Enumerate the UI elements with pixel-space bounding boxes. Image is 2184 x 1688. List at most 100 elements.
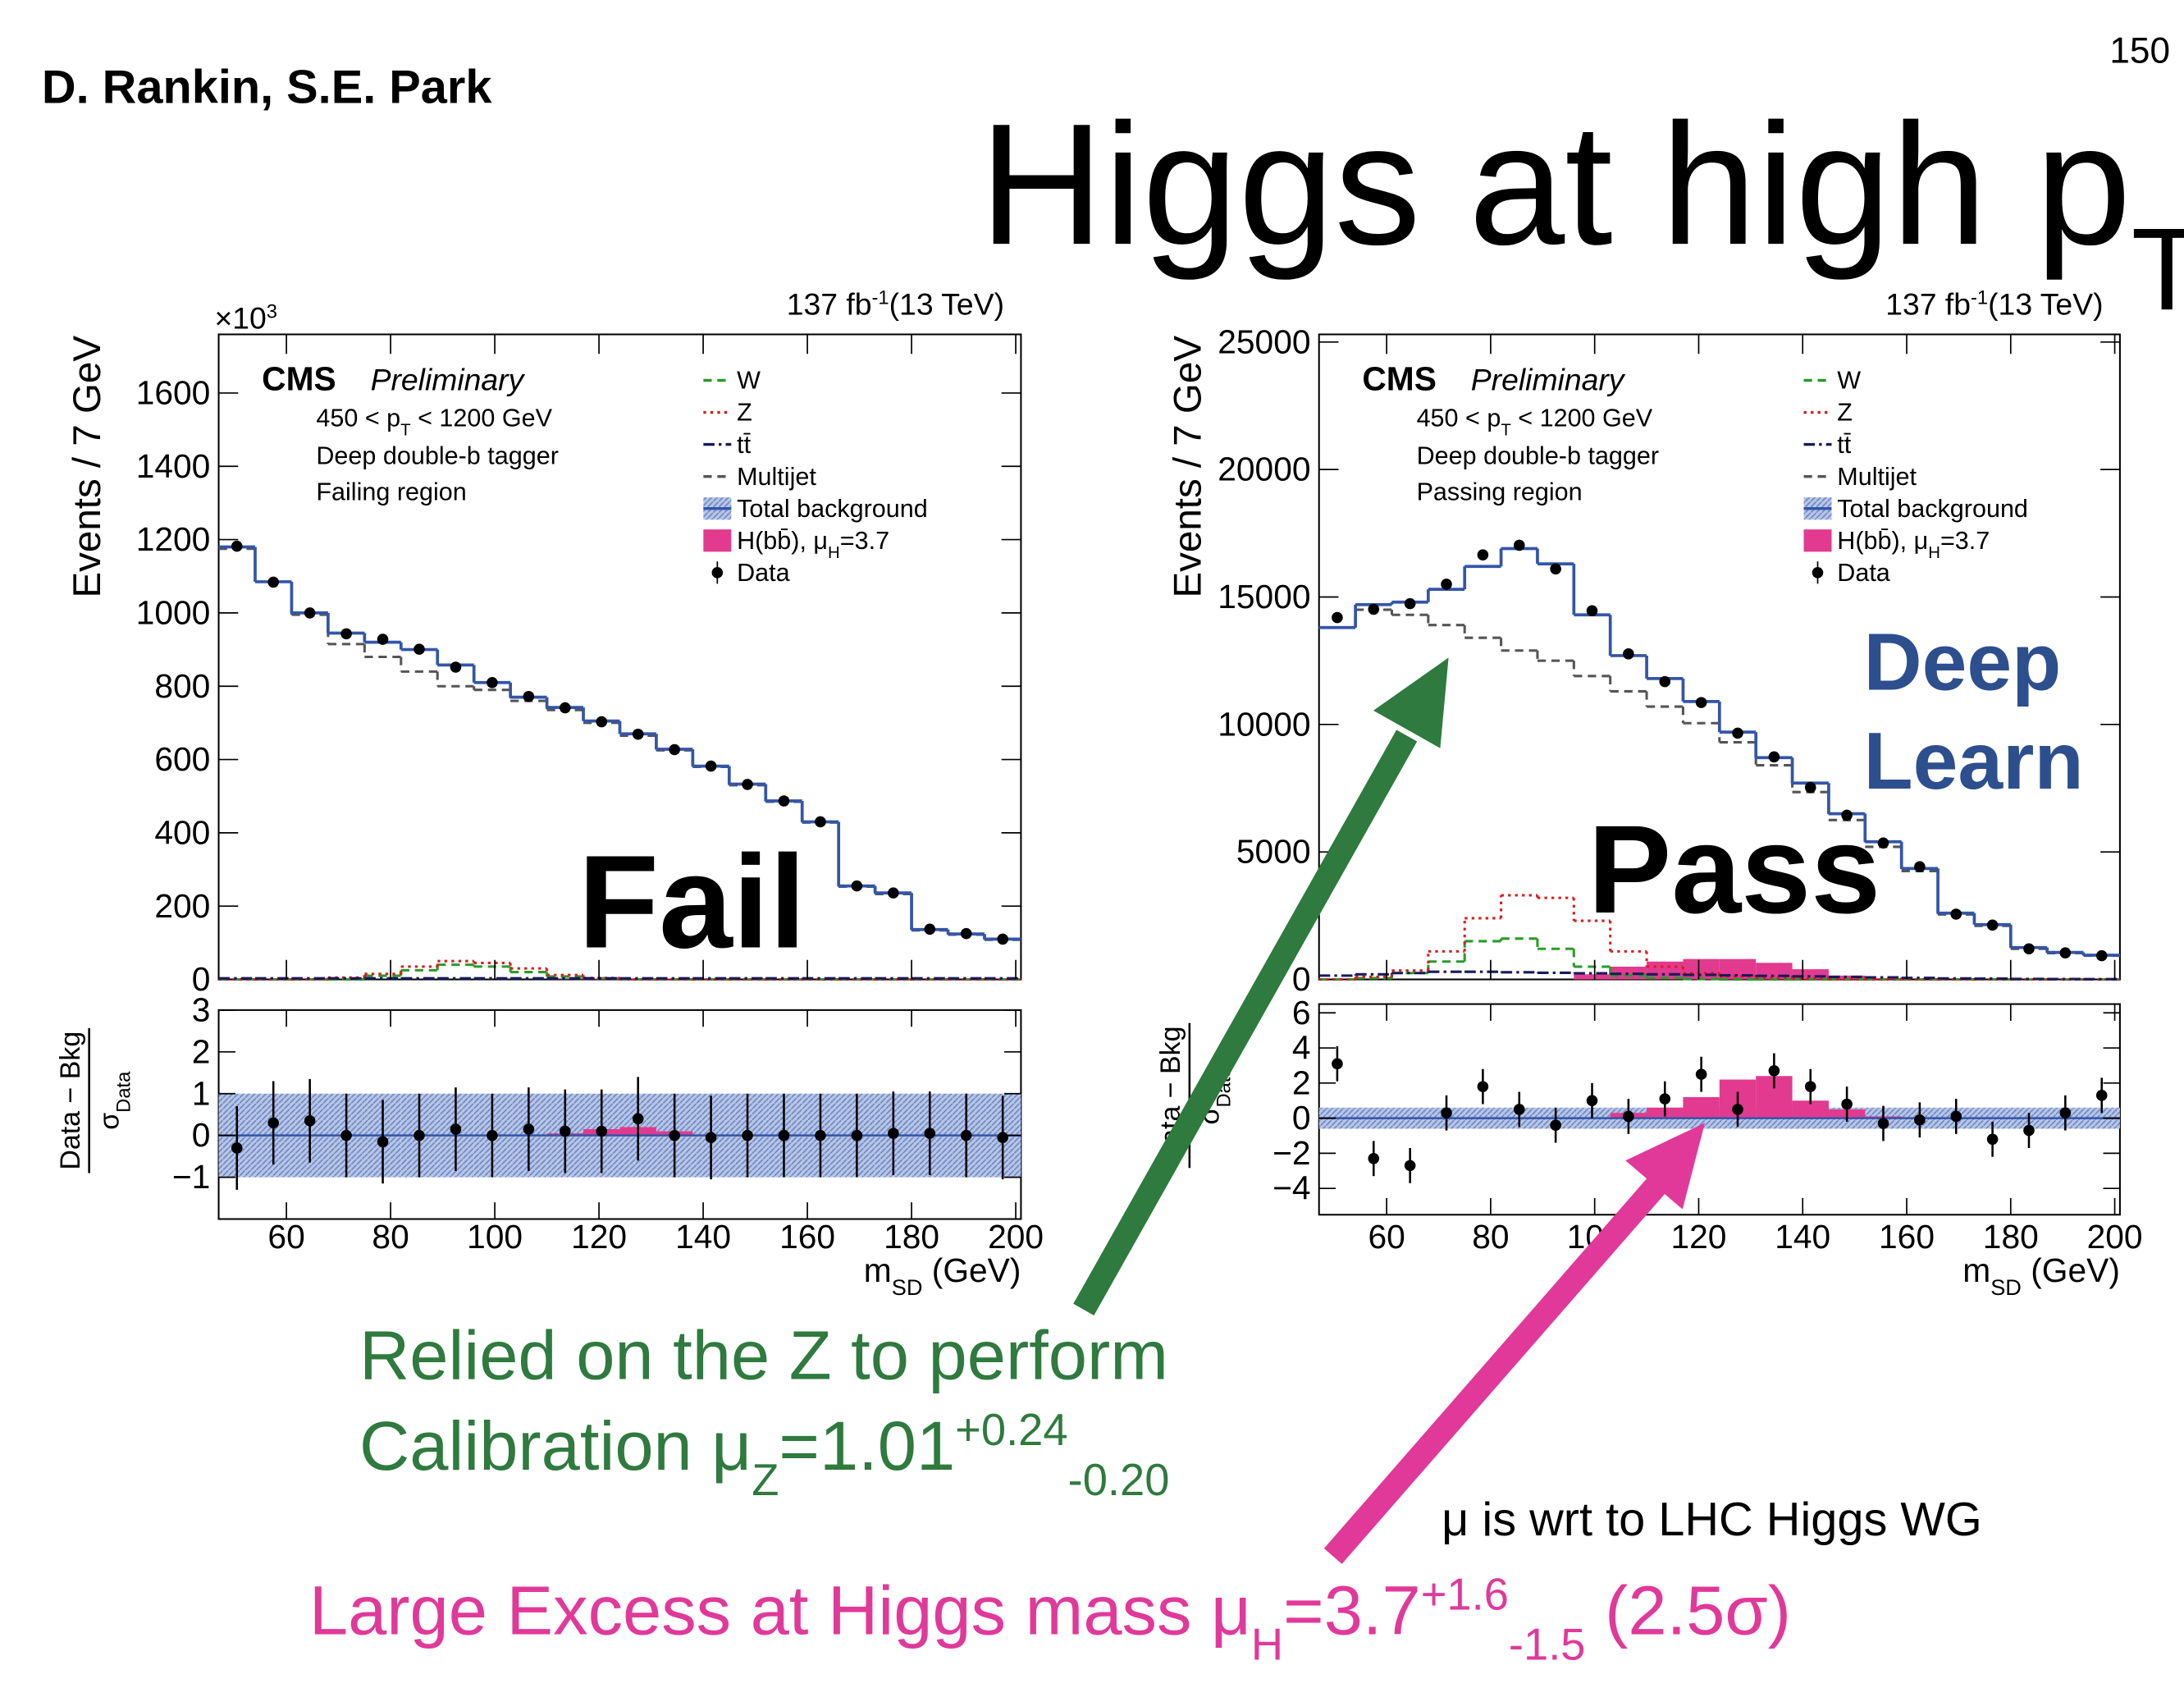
ratio-point	[997, 1132, 1008, 1143]
data-point	[1332, 611, 1343, 624]
data-point	[487, 676, 498, 688]
ratio-y-tick-label: −4	[1272, 1169, 1310, 1207]
signal-bin	[1683, 958, 1720, 980]
region: Failing region	[316, 478, 466, 506]
ratio-point	[1768, 1065, 1780, 1077]
legend-entry: W	[1837, 367, 1861, 395]
x-tick-label: 200	[2087, 1218, 2143, 1256]
data-point	[1732, 727, 1743, 739]
ratio-point	[1404, 1160, 1416, 1172]
ratio-y-tick-label: 2	[1292, 1064, 1311, 1101]
legend-entry: tt̄	[1837, 431, 1851, 459]
pt-rest: < 1200 GeV	[1511, 405, 1653, 432]
ratio-point	[924, 1128, 936, 1139]
x-tick-label: 160	[779, 1218, 835, 1256]
legend-entry: Z	[1837, 399, 1853, 427]
data-point	[705, 760, 717, 772]
lumi-text: 137 fb	[787, 287, 872, 322]
ratio-y-tick-label: 4	[1292, 1029, 1311, 1067]
data-point	[815, 816, 826, 828]
ratio-point	[1332, 1058, 1343, 1070]
multiplier: ×103	[214, 300, 277, 336]
z-note: Relied on the Z to perform	[359, 1316, 1168, 1394]
lumi-text: 137 fb	[1885, 287, 1971, 322]
y-tick-label: 600	[154, 740, 210, 778]
ratio-point	[632, 1113, 644, 1125]
ratio-y-tick-label: 6	[1292, 994, 1311, 1032]
data-point	[596, 716, 608, 728]
page-number: 150	[2109, 30, 2170, 71]
y-tick-label: 400	[154, 813, 210, 851]
z-text: Calibration μ	[359, 1407, 752, 1484]
ratio-y-tick-label: 0	[1292, 1099, 1311, 1137]
multiplier-text: ×10	[214, 301, 266, 336]
ratio-point	[1914, 1114, 1926, 1126]
data-point	[2059, 947, 2072, 958]
ratio-point	[1695, 1068, 1707, 1080]
ratio-point	[1804, 1081, 1816, 1092]
legend-rest: =3.7	[840, 527, 889, 555]
data-point	[304, 607, 316, 619]
y-tick-label: 1400	[136, 447, 211, 485]
data-point	[1986, 919, 1999, 931]
den-text: σ	[94, 1113, 125, 1130]
x-tick-label: 140	[1775, 1218, 1830, 1256]
pt-sub: T	[400, 422, 410, 440]
x-tick-label: 180	[884, 1218, 939, 1256]
ratio-point	[1368, 1153, 1380, 1164]
y-tick-label: 25000	[1218, 323, 1310, 360]
data-point	[778, 795, 790, 807]
y-tick-label: 5000	[1236, 833, 1311, 871]
data-point	[450, 661, 462, 673]
ratio-point	[2059, 1107, 2072, 1118]
ratio-point	[851, 1129, 863, 1141]
legend-entry: Multijet	[737, 463, 816, 491]
data-point	[560, 702, 571, 714]
experiment: CMS	[1362, 359, 1437, 397]
ratio-point	[413, 1129, 425, 1141]
data-point	[1695, 697, 1707, 708]
title-sub: T	[2131, 204, 2184, 335]
data-point	[1623, 647, 1634, 660]
z-value: =1.01	[779, 1407, 955, 1484]
h-up: +1.6	[1421, 1569, 1509, 1619]
h-down: -1.5	[1509, 1619, 1586, 1669]
data-point	[413, 643, 425, 655]
x-tick-label: 60	[267, 1218, 304, 1256]
region: Passing region	[1417, 478, 1583, 506]
ratio-point	[304, 1115, 316, 1127]
x-tick-label: 80	[372, 1218, 409, 1256]
y-tick-label: 200	[154, 887, 210, 925]
data-point	[1950, 908, 1962, 920]
z-down: -0.20	[1068, 1455, 1170, 1505]
den-sub: Data	[112, 1071, 135, 1113]
legend-sub: H	[828, 544, 840, 562]
legend-rest: =3.7	[1940, 527, 1990, 555]
data-point	[377, 634, 389, 645]
h-sub: H	[1251, 1619, 1283, 1669]
x-tick-label: 180	[1983, 1218, 2039, 1256]
deep-learn: Learn	[1864, 716, 2084, 806]
x-tick-label: 160	[1879, 1218, 1935, 1256]
data-point	[1477, 549, 1489, 561]
experiment: CMS	[262, 359, 336, 397]
ratio-point	[487, 1129, 498, 1141]
data-point	[231, 540, 243, 552]
data-point	[2023, 943, 2035, 955]
ratio-point	[231, 1142, 243, 1154]
data-point	[1441, 579, 1452, 590]
data-point	[960, 927, 972, 940]
energy: (13 TeV)	[889, 287, 1004, 322]
xlabel-text: m	[1962, 1251, 1990, 1289]
lumi-sup: -1	[872, 286, 889, 309]
legend-label: Total background	[1837, 495, 2028, 523]
xlabel-rest: (GeV)	[922, 1251, 1021, 1289]
z-up: +0.24	[955, 1405, 1067, 1455]
region-label: Pass	[1588, 800, 1880, 940]
legend-entry: Data	[737, 559, 790, 587]
legend-label: Multijet	[1837, 463, 1917, 491]
ratio-point	[1877, 1118, 1889, 1129]
x-tick-label: 60	[1368, 1218, 1405, 1256]
